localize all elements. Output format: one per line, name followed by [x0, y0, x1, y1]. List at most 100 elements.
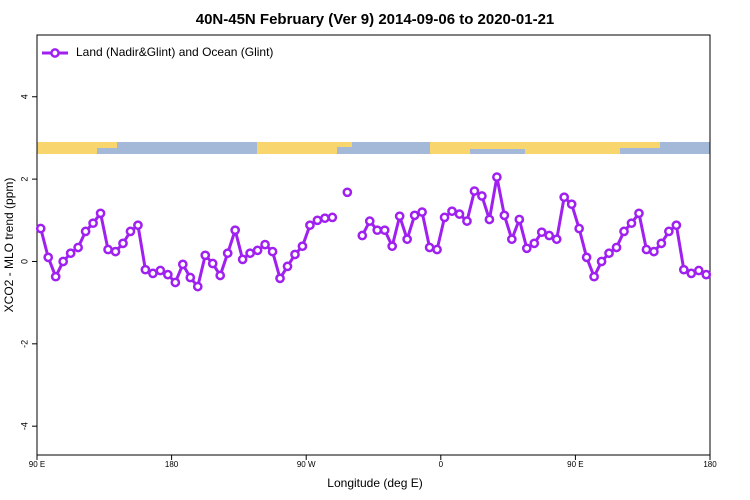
- point: [185, 272, 196, 283]
- point: [312, 215, 323, 226]
- point: [103, 244, 113, 255]
- point: [678, 264, 689, 275]
- chart-title: 40N-45N February (Ver 9) 2014-09-06 to 2…: [196, 11, 555, 28]
- point: [170, 277, 181, 288]
- point: [596, 256, 607, 267]
- point: [529, 238, 540, 249]
- point: [604, 248, 614, 259]
- point: [260, 239, 270, 250]
- point: [163, 269, 173, 280]
- point: [282, 261, 293, 272]
- point: [693, 265, 704, 276]
- point: [364, 216, 375, 226]
- point: [544, 230, 555, 241]
- point: [267, 246, 278, 257]
- point: [155, 265, 166, 276]
- point: [43, 252, 54, 263]
- point: [536, 227, 547, 238]
- point: [65, 248, 76, 259]
- point: [514, 214, 525, 225]
- point: [581, 252, 592, 263]
- x-axis-label: Longitude (deg E): [327, 476, 422, 490]
- point: [342, 187, 353, 198]
- y-tick-label: 0: [19, 259, 29, 264]
- point: [222, 248, 233, 259]
- point: [230, 225, 241, 236]
- point: [200, 250, 211, 261]
- point: [118, 238, 128, 249]
- point: [462, 216, 472, 226]
- point: [439, 212, 450, 223]
- point: [252, 245, 263, 256]
- point: [492, 172, 502, 182]
- point: [409, 210, 420, 221]
- point: [88, 218, 98, 229]
- point: [574, 223, 584, 234]
- point: [58, 256, 69, 267]
- land-ocean-strip: [37, 142, 710, 154]
- point: [671, 220, 682, 231]
- y-tick-label: -4: [19, 422, 29, 430]
- point: [432, 244, 442, 255]
- point: [297, 241, 308, 252]
- point: [424, 242, 435, 253]
- y-tick-label: 2: [19, 177, 29, 182]
- point: [290, 249, 300, 260]
- point: [559, 192, 570, 203]
- point: [73, 242, 83, 253]
- x-tick-label: 90 E: [567, 460, 583, 469]
- x-tick-label: 90 W: [297, 460, 316, 469]
- point: [649, 246, 659, 257]
- point: [589, 271, 599, 282]
- legend-marker: [50, 48, 60, 58]
- plot-frame: [36, 34, 711, 456]
- point: [95, 208, 106, 219]
- point: [327, 212, 338, 223]
- point: [551, 234, 562, 245]
- point: [215, 270, 226, 281]
- point: [140, 264, 151, 275]
- point: [626, 218, 637, 229]
- point: [177, 259, 188, 270]
- point: [387, 241, 398, 252]
- point: [320, 213, 330, 224]
- y-tick-label: -2: [19, 340, 29, 348]
- point: [499, 210, 510, 221]
- x-tick-label: 0: [439, 460, 444, 469]
- point: [207, 258, 218, 269]
- point: [305, 220, 315, 231]
- point: [148, 268, 158, 279]
- point: [394, 211, 405, 222]
- point: [402, 234, 412, 245]
- point: [192, 281, 203, 292]
- point: [417, 207, 427, 217]
- point: [701, 269, 712, 280]
- point: [619, 226, 629, 237]
- point: [133, 220, 143, 231]
- point: [447, 206, 457, 217]
- y-axis-label: XCO2 - MLO trend (ppm): [2, 178, 16, 313]
- point: [110, 246, 121, 257]
- legend-label: Land (Nadir&Glint) and Ocean (Glint): [76, 45, 273, 59]
- point: [521, 243, 532, 254]
- point: [35, 223, 46, 234]
- point: [454, 209, 465, 219]
- point: [477, 191, 487, 201]
- point: [379, 225, 390, 236]
- point: [634, 208, 644, 219]
- point: [125, 226, 136, 237]
- point: [656, 238, 667, 249]
- point: [275, 273, 285, 284]
- point: [50, 271, 61, 282]
- x-tick-label: 180: [703, 460, 717, 469]
- point: [237, 254, 248, 265]
- point: [641, 244, 652, 255]
- x-tick-label: 90 E: [29, 460, 45, 469]
- point: [611, 242, 622, 253]
- point: [469, 186, 480, 196]
- point: [372, 225, 383, 236]
- point: [80, 226, 91, 237]
- point: [245, 248, 255, 259]
